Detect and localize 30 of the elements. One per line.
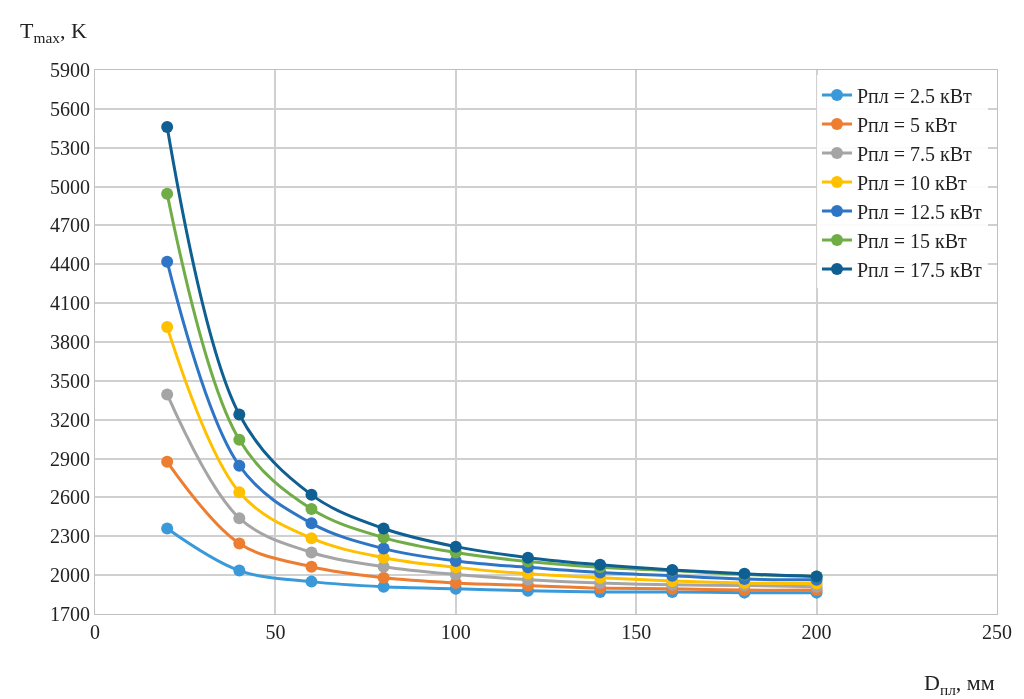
legend-label: Pпл = 7.5 кВт bbox=[856, 142, 973, 165]
y-tick-label: 4100 bbox=[50, 292, 90, 315]
legend-label: Pпл = 17.5 кВт bbox=[856, 258, 983, 281]
y-tick-label: 5900 bbox=[50, 59, 90, 81]
x-tick-label: 250 bbox=[982, 621, 1012, 643]
y-tick-label: 4400 bbox=[50, 253, 90, 276]
y-tick-label: 3200 bbox=[50, 408, 90, 431]
y-tick-label: 5300 bbox=[50, 136, 90, 159]
y-tick-label: 3800 bbox=[50, 331, 90, 353]
y-axis-title: T$_{max}$, K bbox=[20, 18, 87, 46]
legend-label: Pпл = 5 кВт bbox=[856, 113, 958, 136]
legend-label: Pпл = 15 кВт bbox=[856, 229, 968, 252]
y-tick-label: 5600 bbox=[50, 97, 90, 120]
y-tick-label: 3500 bbox=[50, 369, 90, 392]
legend-label: Pпл = 12.5 кВт bbox=[856, 200, 983, 223]
y-tick-label: 2900 bbox=[50, 447, 90, 470]
x-tick-label: 150 bbox=[621, 621, 652, 643]
y-tick-label: 5000 bbox=[50, 175, 90, 198]
y-tick-label: 4700 bbox=[50, 214, 90, 237]
legend-label: Pпл = 10 кВт bbox=[856, 171, 968, 194]
y-tick-label: 2600 bbox=[50, 486, 90, 509]
y-tick-label: 2300 bbox=[50, 525, 90, 548]
y-tick-label: 1700 bbox=[50, 603, 90, 625]
x-tick-label: 50 bbox=[265, 621, 286, 643]
y-tick-label: 2000 bbox=[50, 564, 90, 587]
x-axis-title: D$_{пл}$, мм bbox=[924, 670, 995, 698]
x-tick-label: 100 bbox=[440, 621, 471, 643]
x-tick-label: 200 bbox=[801, 621, 832, 643]
legend-label: Pпл = 2.5 кВт bbox=[856, 84, 973, 107]
x-tick-label: 0 bbox=[90, 621, 100, 643]
